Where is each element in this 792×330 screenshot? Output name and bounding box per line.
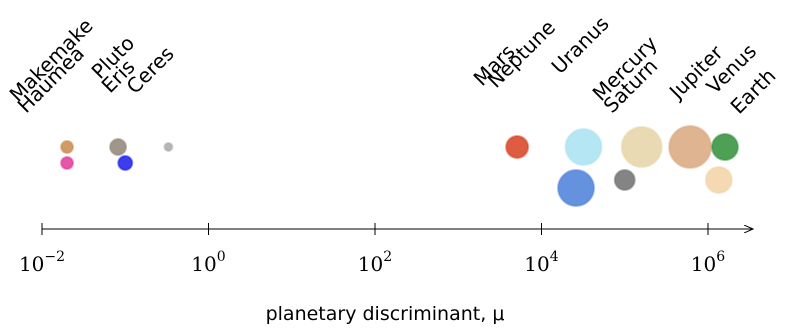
x-tick-label: 100 (191, 249, 225, 276)
x-axis-label: planetary discriminant, μ (266, 303, 505, 325)
planet (668, 125, 713, 169)
tick-base: 10 (691, 252, 716, 276)
planet (557, 169, 596, 207)
tick-exponent: 2 (383, 249, 392, 265)
tick-base: 10 (19, 252, 44, 276)
x-tick-label: 102 (358, 249, 392, 276)
planet (505, 135, 530, 159)
x-tick-label: 104 (524, 249, 558, 276)
planet (60, 156, 75, 170)
planet (117, 155, 134, 171)
x-tick-label: 10−2 (19, 249, 65, 276)
planet (163, 142, 174, 152)
tick-exponent: 6 (716, 249, 725, 265)
tick-exponent: −2 (44, 249, 65, 265)
tick-exponent: 0 (217, 249, 226, 265)
tick-base: 10 (524, 252, 549, 276)
planet (613, 169, 636, 191)
tick-exponent: 4 (550, 249, 559, 265)
planet-label: Uranus (547, 11, 614, 78)
planet (109, 138, 128, 156)
tick-base: 10 (191, 252, 216, 276)
planet (564, 128, 603, 166)
planet (704, 166, 733, 194)
tick-base: 10 (358, 252, 383, 276)
planet (710, 133, 739, 161)
planet (620, 126, 663, 168)
planet (60, 140, 75, 154)
x-tick-label: 106 (691, 249, 725, 276)
